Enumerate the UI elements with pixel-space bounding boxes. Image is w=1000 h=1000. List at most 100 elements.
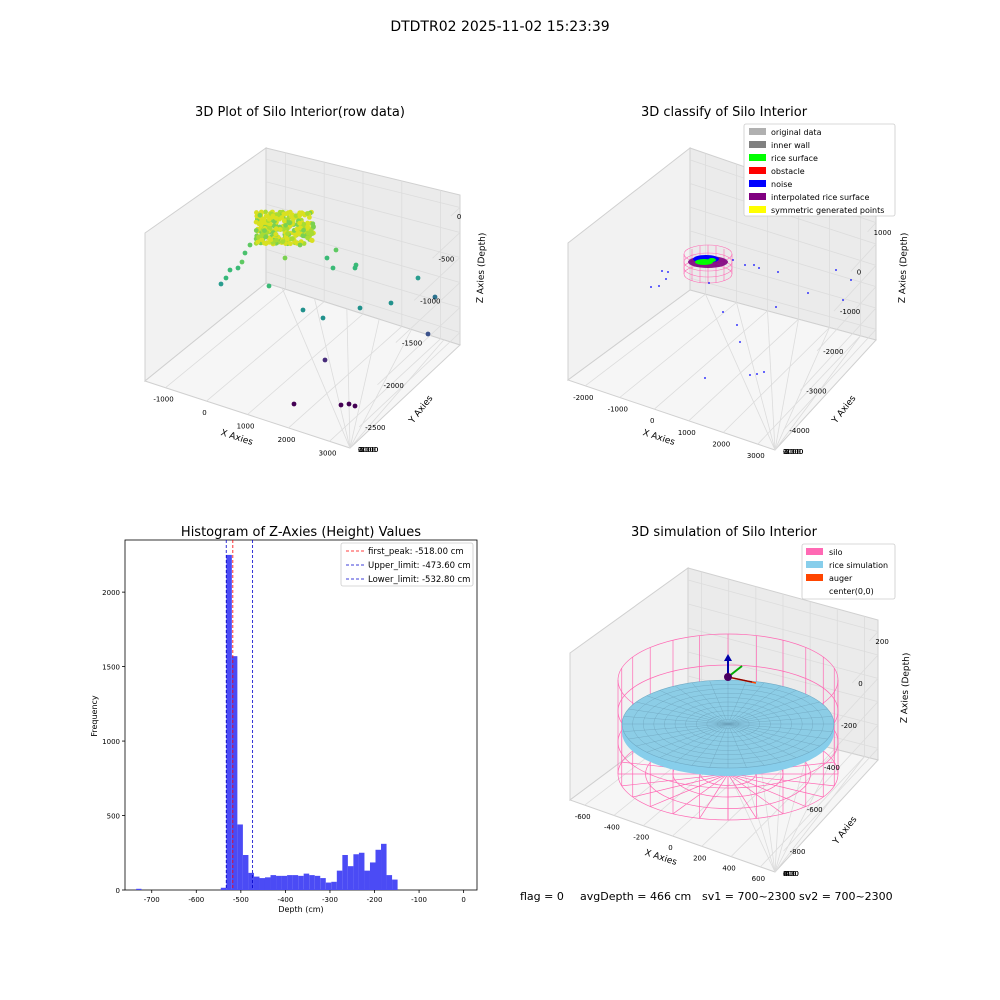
raw-point [264, 240, 270, 246]
legend-swatch [806, 574, 823, 581]
classify-z-tick: -3000 [806, 388, 826, 396]
figure-suptitle: DTDTR02 2025-11-02 15:23:39 [390, 19, 609, 35]
legend-label: center(0,0) [829, 587, 874, 596]
classify-z-axis-label: Z Axies (Depth) [898, 233, 910, 304]
noise-point [835, 269, 837, 271]
histogram-x-tick: -500 [233, 896, 249, 904]
raw-point [352, 403, 358, 409]
legend-upper-limit: Upper_limit: -473.60 cm [368, 561, 471, 571]
noise-point [758, 267, 760, 269]
raw-point [280, 239, 286, 245]
raw-x-axis-label: X Axies [219, 428, 254, 448]
histogram-bar [336, 870, 343, 890]
simulation-x-tick: 400 [722, 865, 735, 873]
classify-z-tick: -4000 [789, 427, 809, 435]
simulation-y-tick: 400 [783, 870, 796, 878]
histogram-bar [381, 843, 387, 890]
raw-point-cloud [218, 209, 438, 409]
legend-label: auger [829, 574, 853, 583]
histogram-plot-area [124, 539, 478, 891]
histogram-x-tick: -700 [144, 896, 160, 904]
classify-legend: original data inner wall rice surface obsta… [743, 123, 896, 217]
classify-x-axis-label: X Axies [641, 428, 676, 448]
raw-point [253, 219, 259, 225]
raw-point [282, 255, 288, 261]
histogram-bar [259, 878, 265, 890]
histogram-x-tick: -100 [411, 896, 427, 904]
histogram-bar [220, 887, 227, 890]
legend-label: inner wall [771, 141, 810, 150]
histogram-bar [287, 875, 293, 890]
raw-point [310, 221, 316, 227]
raw-point [227, 267, 233, 273]
histogram-x-tick: -400 [277, 896, 293, 904]
raw-point [305, 211, 310, 216]
raw-point [357, 305, 363, 311]
raw-point [223, 275, 229, 281]
raw-point [305, 230, 311, 236]
raw-point [253, 228, 259, 233]
histogram-bar [248, 872, 254, 890]
histogram-legend: first_peak: -518.00 cm Upper_limit: -473… [340, 542, 474, 587]
noise-point [736, 324, 738, 326]
raw-point [284, 236, 290, 242]
histogram-y-tick: 2000 [102, 589, 120, 597]
noise-point [722, 311, 724, 313]
histogram-bar [253, 876, 260, 890]
raw-z-tick: -2500 [365, 424, 385, 432]
legend-swatch [806, 561, 823, 568]
simulation-x-tick: 0 [668, 844, 672, 852]
raw-point [297, 242, 303, 248]
raw-point [322, 357, 328, 363]
raw-point [296, 231, 302, 237]
legend-swatch [749, 154, 766, 161]
classify-y-tick: 0 [783, 448, 787, 456]
histogram-bar [325, 882, 332, 890]
legend-swatch [749, 180, 766, 187]
histogram-x-tick: -300 [322, 896, 338, 904]
simulation-legend: silo rice simulation auger center(0,0) [801, 543, 896, 600]
classify-y-tick: -3000 [783, 448, 803, 456]
raw-y-tick: 2000 [358, 446, 376, 454]
legend-swatch [749, 141, 766, 148]
simulation-z-tick: -800 [790, 848, 806, 856]
histogram-bar [264, 877, 271, 890]
raw-y-tick: -3000 [358, 446, 378, 454]
classify-x-tick: 3000 [747, 452, 765, 460]
classify-z-tick: 0 [857, 269, 861, 277]
simulation-z-tick: -200 [841, 722, 857, 730]
raw-point [301, 221, 307, 227]
histogram-bars [136, 554, 398, 890]
raw-x-tick: 3000 [319, 449, 337, 457]
raw-point [242, 250, 248, 256]
histogram-bar [292, 875, 299, 890]
legend-swatch [749, 193, 766, 200]
raw-point [277, 226, 283, 232]
simulation-z-axis-label: Z Axies (Depth) [900, 653, 912, 724]
raw-point [300, 233, 306, 239]
raw-point [258, 233, 264, 239]
histogram-bar [369, 862, 376, 890]
histogram-bar [281, 875, 288, 890]
simulation-z-tick: -400 [824, 764, 840, 772]
raw-point [273, 226, 279, 232]
histogram-limit-lines [225, 540, 254, 890]
histogram-bar [298, 875, 304, 890]
histogram-bar [358, 852, 365, 890]
classify-y-tick: 2000 [783, 448, 801, 456]
raw-point [273, 237, 279, 243]
raw-point [263, 209, 268, 215]
histogram-bar [303, 873, 310, 890]
raw-point [268, 237, 274, 243]
classify-y-axis-label: Y Axies [830, 394, 859, 427]
sv2-text: sv2 = 700~2300 [799, 890, 893, 903]
raw-point [352, 265, 358, 271]
histogram-x-axis-label: Depth (cm) [278, 905, 323, 914]
histogram-y-axis-label: Frequency [90, 695, 99, 737]
histogram-bar [237, 824, 243, 890]
flag-text: flag = 0 [520, 890, 564, 903]
legend-swatch [749, 167, 766, 174]
classify-plot-title: 3D classify of Silo Interior [641, 105, 808, 120]
noise-point [708, 282, 710, 284]
histogram-bar [226, 554, 232, 890]
